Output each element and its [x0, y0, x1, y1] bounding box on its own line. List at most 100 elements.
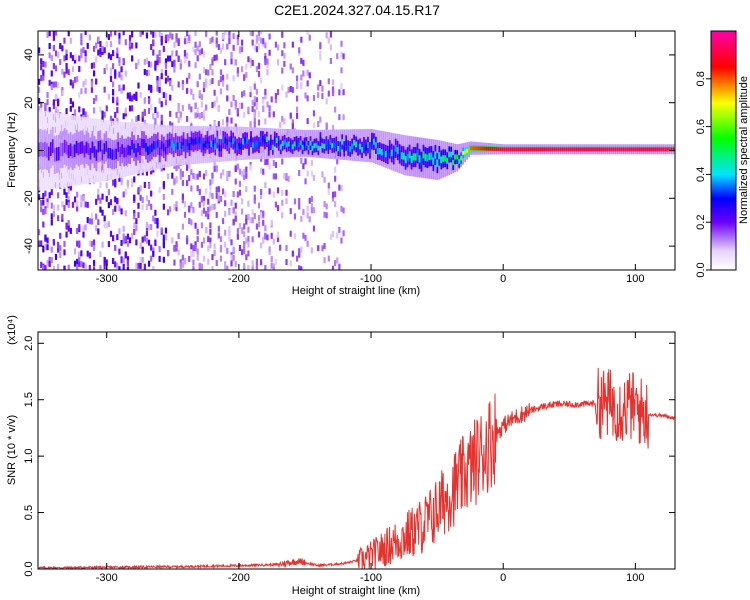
heatmap-cell: [44, 61, 47, 68]
heatmap-cell: [327, 182, 330, 189]
heatmap-cell: [69, 37, 72, 44]
heatmap-cell: [363, 142, 365, 149]
heatmap-cell: [331, 265, 335, 270]
heatmap-cell: [248, 144, 250, 151]
heatmap-cell: [67, 264, 70, 270]
heatmap-cell: [336, 158, 339, 165]
heatmap-cell: [614, 147, 617, 152]
heatmap-cell: [188, 34, 191, 41]
heatmap-cell: [123, 147, 126, 158]
heatmap-cell: [251, 236, 254, 243]
heatmap-cell: [88, 252, 91, 259]
heatmap-cell: [48, 107, 51, 114]
heatmap-cell: [152, 247, 155, 254]
heatmap-cell: [52, 31, 56, 37]
heatmap-cell: [190, 202, 193, 209]
heatmap-cell: [95, 56, 98, 63]
heatmap-cell: [112, 179, 115, 186]
heatmap-cell: [200, 139, 203, 147]
heatmap-cell: [114, 244, 117, 251]
heatmap-cell: [173, 203, 176, 210]
heatmap-cell: [65, 199, 68, 206]
heatmap-cell: [317, 245, 320, 252]
heatmap-cell: [65, 223, 68, 230]
heatmap-cell: [215, 192, 218, 199]
heatmap-cell: [175, 241, 178, 248]
heatmap-cell: [410, 155, 413, 164]
heatmap-cell: [228, 170, 231, 177]
heatmap-cell: [97, 228, 100, 235]
heatmap-cell: [243, 223, 246, 230]
heatmap-cell: [224, 59, 227, 66]
heatmap-cell: [63, 265, 66, 270]
heatmap-cell: [79, 141, 82, 154]
heatmap-cell: [257, 111, 261, 118]
heatmap-cell: [281, 67, 284, 74]
heatmap-cell: [63, 204, 66, 211]
heatmap-cell: [258, 142, 260, 148]
heatmap-cell: [145, 155, 149, 162]
heatmap-cell: [215, 96, 218, 103]
heatmap-cell: [124, 188, 127, 195]
heatmap-cell: [160, 39, 163, 46]
heatmap-cell: [141, 31, 144, 35]
heatmap-cell: [264, 93, 267, 100]
heatmap-cell: [276, 236, 280, 243]
heatmap-cell: [46, 99, 49, 106]
heatmap-cell: [209, 205, 212, 212]
heatmap-cell: [426, 154, 429, 162]
heatmap-cell: [298, 251, 301, 258]
heatmap-cell: [65, 192, 68, 199]
heatmap-cell: [166, 35, 170, 42]
heatmap-cell: [65, 54, 68, 61]
x-tick-label: 0: [500, 273, 506, 285]
heatmap-cell: [527, 147, 530, 152]
heatmap-cell: [154, 209, 157, 216]
heatmap-cell: [273, 136, 276, 142]
heatmap-cell: [118, 38, 121, 45]
heatmap-cell: [424, 153, 427, 161]
heatmap-cell: [323, 176, 326, 183]
heatmap-cell: [211, 265, 214, 270]
heatmap-cell: [272, 137, 275, 144]
heatmap-cell: [103, 256, 106, 263]
heatmap-cell: [101, 110, 104, 117]
heatmap-cell: [529, 147, 532, 152]
heatmap-cell: [183, 201, 187, 208]
heatmap-cell: [61, 143, 64, 157]
heatmap-cell: [183, 258, 187, 265]
heatmap-cell: [274, 201, 278, 208]
heatmap-cell: [217, 121, 220, 128]
heatmap-cell: [468, 147, 470, 152]
heatmap-cell: [323, 211, 326, 218]
heatmap-cell: [97, 141, 100, 153]
heatmap-cell: [262, 219, 265, 226]
colorbar-tick-label: 0.4: [695, 167, 707, 182]
heatmap-cell: [289, 260, 292, 267]
heatmap-cell: [300, 83, 303, 90]
heatmap-cell: [336, 232, 339, 239]
heatmap-cell: [80, 48, 83, 55]
heatmap-cell: [398, 150, 401, 158]
heatmap-cell: [238, 142, 241, 149]
heatmap-cell: [205, 78, 208, 85]
heatmap-cell: [226, 122, 229, 129]
heatmap-cell: [154, 31, 157, 38]
figure-title: C2E1.2024.327.04.15.R17: [274, 2, 440, 18]
heatmap-cell: [226, 84, 229, 91]
heatmap-cell: [208, 141, 211, 149]
heatmap-cell: [295, 82, 299, 89]
heatmap-cell: [257, 221, 261, 228]
heatmap-cell: [209, 222, 212, 229]
heatmap-cell: [95, 213, 98, 220]
heatmap-cell: [61, 201, 64, 208]
heatmap-cell: [640, 147, 643, 152]
heatmap-cell: [38, 47, 41, 54]
heatmap-cell: [247, 250, 250, 257]
heatmap-cell: [103, 215, 106, 222]
heatmap-cell: [126, 179, 130, 186]
heatmap-cell: [549, 147, 552, 152]
heatmap-cell: [179, 259, 182, 266]
heatmap-cell: [188, 103, 191, 110]
heatmap-cell: [371, 138, 373, 145]
